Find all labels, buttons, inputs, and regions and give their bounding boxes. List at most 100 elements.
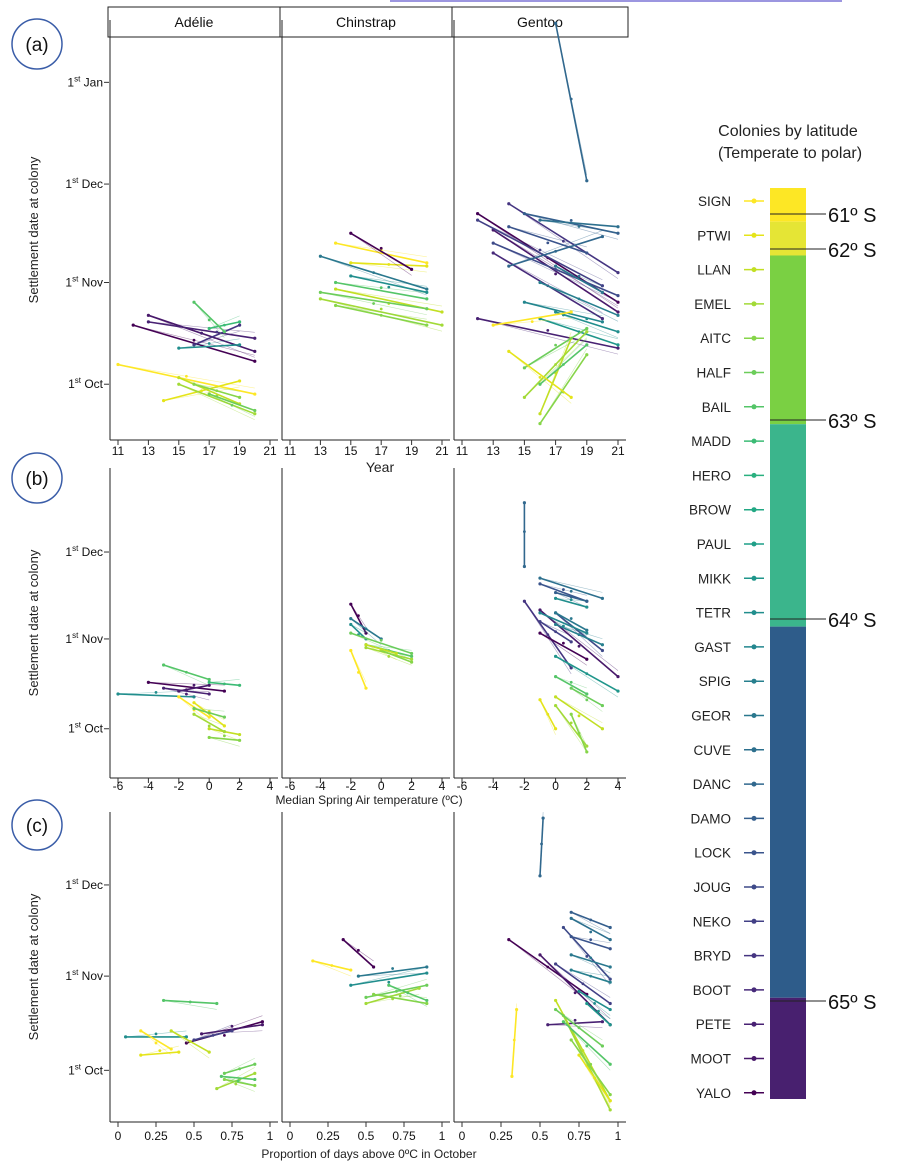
data-point	[546, 712, 550, 716]
x-tick-label: 19	[405, 444, 419, 458]
series-line-cuve	[539, 577, 603, 600]
legend-colony-label: JOUG	[693, 880, 731, 895]
legend-title-line1: Colonies by latitude	[718, 123, 858, 140]
legend-key-point	[751, 918, 757, 924]
data-point	[538, 953, 542, 957]
data-point	[585, 605, 589, 609]
data-point	[600, 703, 605, 708]
data-point	[589, 974, 593, 978]
latitude-label: 62º S	[828, 240, 876, 262]
legend-colony-label: BAIL	[702, 400, 732, 415]
x-tick-label: 17	[203, 444, 217, 458]
data-point	[616, 674, 620, 679]
data-point	[222, 724, 226, 728]
data-point	[116, 362, 120, 367]
legend-colony-label: HALF	[696, 366, 731, 381]
series-line-yalo	[132, 324, 256, 363]
x-tick-label: 0	[287, 1129, 294, 1143]
data-point	[585, 692, 589, 696]
data-point	[507, 202, 511, 206]
data-point	[440, 323, 444, 327]
x-tick-label: 0	[206, 779, 213, 793]
data-point	[162, 686, 166, 690]
data-point	[608, 1007, 612, 1012]
data-point	[116, 692, 120, 696]
data-point	[585, 954, 589, 958]
series-connector-mikk	[539, 318, 619, 340]
data-point	[569, 680, 573, 684]
series-connector-pete	[547, 1024, 603, 1029]
data-point	[569, 640, 573, 644]
data-point	[192, 706, 196, 711]
series-connector-yalo	[477, 213, 619, 309]
legend-colony-label: NEKO	[693, 914, 731, 929]
data-point	[522, 564, 527, 569]
data-point	[364, 627, 368, 631]
series-connector-aitc	[209, 737, 240, 747]
series-line-geor	[555, 265, 603, 294]
data-point	[585, 343, 589, 347]
latitude-label: 65º S	[828, 992, 876, 1014]
data-point	[177, 382, 181, 386]
data-point	[395, 989, 398, 993]
series-line-yalo	[148, 681, 225, 692]
data-point	[207, 318, 211, 322]
x-tick-label: 0.5	[532, 1129, 549, 1143]
data-point	[554, 998, 558, 1003]
legend-colony-label: BOOT	[693, 983, 731, 998]
data-point	[577, 633, 581, 636]
data-point	[177, 376, 181, 380]
data-point	[207, 724, 211, 728]
data-point	[577, 731, 581, 735]
legend-key-point	[751, 472, 757, 478]
data-point	[569, 686, 573, 690]
data-point	[222, 730, 226, 734]
data-point	[200, 389, 204, 393]
data-point	[387, 983, 391, 987]
data-point	[184, 1041, 188, 1045]
data-point	[372, 992, 376, 996]
legend-key-point	[751, 335, 757, 341]
data-point	[230, 1024, 234, 1028]
data-point	[569, 219, 573, 222]
data-point	[589, 938, 593, 942]
data-point	[600, 1020, 605, 1024]
data-point	[238, 323, 242, 327]
x-tick-label: 11	[284, 444, 297, 458]
series-connector-aitc	[193, 383, 240, 392]
data-point	[476, 316, 480, 321]
data-point	[192, 382, 196, 386]
series-connector-spig	[571, 969, 611, 977]
legend-key-point	[751, 438, 757, 444]
data-point	[585, 179, 589, 183]
series-line-pete	[547, 1020, 603, 1026]
legend-colony-label: PTWI	[697, 228, 731, 243]
x-tick-label: 2	[408, 779, 415, 793]
data-point	[554, 21, 558, 25]
data-point	[538, 619, 542, 624]
data-point	[600, 320, 605, 324]
data-point	[554, 962, 558, 966]
data-point	[238, 732, 242, 737]
data-point	[192, 695, 196, 699]
legend-key-point	[751, 678, 757, 684]
data-point	[522, 366, 527, 370]
series-line-yalo	[342, 939, 375, 968]
data-point	[538, 582, 542, 586]
series-line-aitc	[380, 649, 412, 663]
data-point	[562, 624, 565, 628]
x-tick-label: -2	[519, 779, 530, 793]
panel-label-circle	[11, 452, 63, 504]
legend-colony-label: HERO	[692, 468, 731, 483]
data-point	[230, 403, 234, 407]
data-point	[616, 294, 620, 298]
data-point	[616, 225, 620, 229]
data-point	[425, 297, 429, 301]
data-point	[162, 998, 166, 1003]
data-point	[372, 271, 375, 275]
series-connector-boot	[493, 252, 603, 313]
legend-key-point	[751, 987, 757, 993]
series-connector-joug	[493, 242, 619, 302]
data-point	[192, 338, 196, 342]
y-tick-label: 1st Jan	[67, 74, 103, 89]
